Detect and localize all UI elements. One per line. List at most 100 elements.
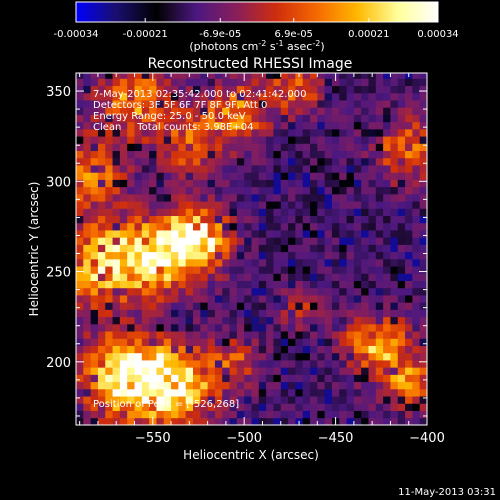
heatmap-cell	[119, 381, 128, 390]
heatmap-cell	[251, 352, 260, 361]
heatmap-cell	[244, 287, 252, 296]
heatmap-cell	[317, 193, 326, 202]
heatmap-cell	[266, 85, 274, 94]
heatmap-cell	[310, 374, 318, 383]
heatmap-cell	[273, 417, 282, 425]
heatmap-cell	[141, 403, 150, 411]
heatmap-cell	[331, 309, 340, 318]
heatmap-cell	[302, 215, 311, 224]
heatmap-cell	[134, 150, 143, 159]
heatmap-cell	[171, 78, 179, 87]
heatmap-cell	[280, 73, 289, 79]
heatmap-cell	[134, 295, 143, 303]
heatmap-cell	[251, 280, 260, 289]
heatmap-cell	[295, 251, 304, 260]
heatmap-cell	[361, 208, 369, 217]
heatmap-cell	[419, 266, 427, 274]
heatmap-cell	[97, 338, 106, 346]
heatmap-cell	[156, 215, 165, 224]
heatmap-cell	[119, 338, 128, 346]
heatmap-cell	[193, 85, 201, 94]
heatmap-cell	[397, 381, 406, 390]
heatmap-cell	[331, 403, 340, 411]
heatmap-cell	[390, 367, 399, 375]
heatmap-cell	[214, 121, 223, 130]
heatmap-cell	[280, 266, 289, 274]
heatmap-cell	[229, 316, 238, 325]
heatmap-cell	[149, 215, 157, 224]
heatmap-cell	[280, 215, 289, 224]
heatmap-cell	[405, 100, 413, 108]
heatmap-cell	[207, 179, 216, 188]
heatmap-cell	[83, 78, 92, 87]
heatmap-cell	[178, 208, 187, 217]
heatmap-cell	[83, 266, 92, 274]
heatmap-cell	[76, 78, 84, 87]
heatmap-cell	[171, 150, 179, 159]
heatmap-cell	[178, 309, 187, 318]
heatmap-cell	[171, 323, 179, 332]
heatmap-cell	[258, 258, 267, 267]
heatmap-cell	[339, 338, 347, 346]
heatmap-cell	[280, 114, 289, 123]
heatmap-cell	[222, 230, 230, 238]
heatmap-cell	[112, 367, 121, 375]
heatmap-cell	[288, 107, 296, 115]
heatmap-cell	[83, 388, 92, 397]
heatmap-cell	[244, 201, 252, 209]
heatmap-cell	[310, 136, 318, 144]
heatmap-cell	[178, 150, 187, 159]
heatmap-cell	[346, 367, 355, 375]
heatmap-cell	[383, 352, 391, 361]
heatmap-cell	[83, 323, 92, 332]
heatmap-cell	[178, 403, 187, 411]
heatmap-cell	[119, 403, 128, 411]
heatmap-cell	[134, 165, 143, 173]
heatmap-cell	[229, 352, 238, 361]
heatmap-cell	[229, 302, 238, 310]
heatmap-cell	[419, 121, 427, 130]
heatmap-cell	[163, 374, 172, 383]
heatmap-cell	[105, 107, 113, 115]
heatmap-cell	[229, 367, 238, 375]
heatmap-cell	[200, 92, 209, 101]
heatmap-cell	[193, 78, 201, 87]
heatmap-cell	[324, 345, 333, 354]
colorbar-tick-label: 0.00034	[417, 29, 458, 40]
heatmap-cell	[331, 208, 340, 217]
heatmap-cell	[368, 302, 377, 310]
heatmap-cell	[419, 215, 427, 224]
heatmap-cell	[171, 165, 179, 173]
heatmap-cell	[229, 201, 238, 209]
heatmap-cell	[288, 345, 296, 354]
heatmap-cell	[90, 186, 99, 195]
heatmap-cell	[76, 244, 84, 253]
heatmap-cell	[405, 287, 413, 296]
heatmap-cell	[141, 92, 150, 101]
heatmap-cell	[412, 100, 421, 108]
heatmap-cell	[200, 172, 209, 180]
heatmap-cell	[112, 381, 121, 390]
heatmap-cell	[419, 179, 427, 188]
heatmap-cell	[141, 316, 150, 325]
heatmap-cell	[222, 136, 230, 144]
heatmap-cell	[193, 352, 201, 361]
heatmap-cell	[134, 360, 143, 368]
heatmap-cell	[193, 331, 201, 339]
heatmap-cell	[419, 338, 427, 346]
heatmap-cell	[368, 374, 377, 383]
heatmap-cell	[97, 360, 106, 368]
heatmap-cell	[339, 73, 347, 79]
heatmap-cell	[222, 309, 230, 318]
heatmap-cell	[324, 316, 333, 325]
heatmap-cell	[368, 360, 377, 368]
heatmap-cell	[149, 345, 157, 354]
heatmap-cell	[200, 85, 209, 94]
heatmap-cell	[266, 417, 274, 425]
heatmap-cell	[244, 230, 252, 238]
heatmap-cell	[149, 381, 157, 390]
heatmap-cell	[266, 352, 274, 361]
heatmap-cell	[105, 128, 113, 137]
heatmap-cell	[295, 360, 304, 368]
heatmap-cell	[134, 403, 143, 411]
